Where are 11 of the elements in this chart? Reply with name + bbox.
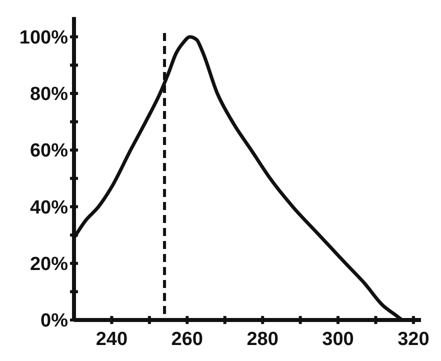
y-tick-label: 100% bbox=[19, 27, 68, 48]
x-tick-label: 300 bbox=[322, 329, 354, 350]
x-tick-label: 280 bbox=[246, 329, 278, 350]
y-tick-label: 0% bbox=[40, 310, 68, 332]
y-tick-label: 40% bbox=[30, 197, 68, 218]
x-tick-label: 240 bbox=[96, 329, 128, 350]
x-tick-label: 320 bbox=[398, 329, 430, 350]
y-tick-label: 20% bbox=[30, 254, 68, 276]
x-tick-label: 260 bbox=[171, 329, 204, 350]
y-tick-label: 60% bbox=[30, 140, 68, 162]
y-tick-label: 80% bbox=[30, 84, 68, 106]
